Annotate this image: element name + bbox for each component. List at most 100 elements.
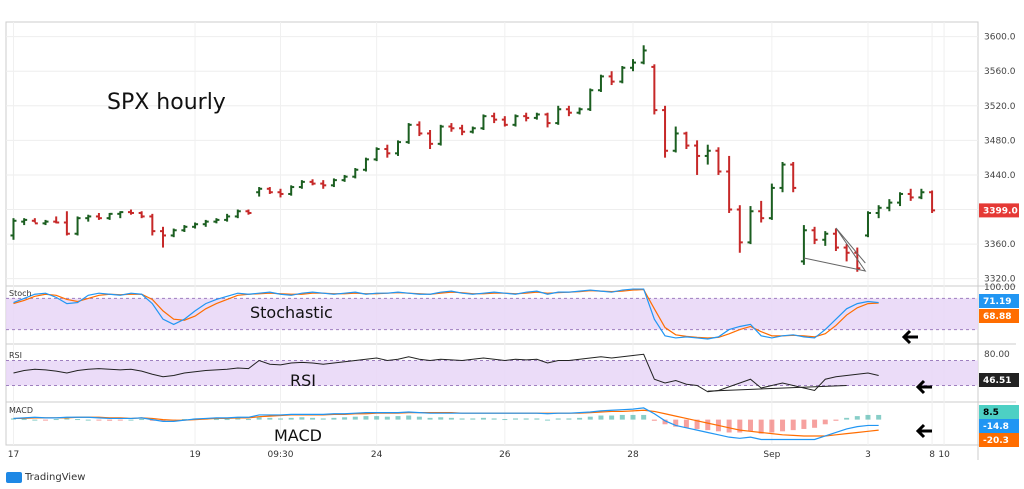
ohlc-bar xyxy=(362,157,369,172)
macd-histogram-bar xyxy=(331,417,337,420)
value-badges: 3399.0 71.19 68.88 46.51 8.5 -14.8 -20.3 xyxy=(979,203,1019,447)
wedge-trendline xyxy=(803,227,867,272)
ohlc-bar xyxy=(715,147,722,175)
macd-histogram-bar xyxy=(609,415,615,420)
macd-histogram-bar xyxy=(21,419,27,421)
macd-histogram-bar xyxy=(844,417,850,420)
ohlc-bar xyxy=(459,124,466,136)
ohlc-bar xyxy=(533,112,540,120)
stoch-k-badge-text: 71.19 xyxy=(983,297,1011,307)
macd-histogram-bar xyxy=(662,419,668,425)
macd-histogram-bar xyxy=(566,418,572,420)
ohlc-bar xyxy=(758,200,765,223)
ohlc-bar xyxy=(437,124,444,146)
macd-histogram-bar xyxy=(619,414,625,420)
ohlc-bar xyxy=(726,155,733,213)
ohlc-bar xyxy=(234,209,241,219)
ohlc-bar xyxy=(256,187,263,197)
stoch-pane-label: Stoch xyxy=(9,289,32,298)
ohlc-bar xyxy=(288,185,295,196)
macd-histogram-bar xyxy=(374,416,380,420)
ohlc-bar xyxy=(352,168,359,179)
macd-line-badge-text: -14.8 xyxy=(983,422,1009,432)
macd-histogram-bar xyxy=(673,419,679,427)
stoch-k-line xyxy=(13,288,879,340)
macd-histogram-bar xyxy=(577,417,583,420)
rsi-line xyxy=(13,353,879,393)
macd-histogram-bar xyxy=(502,419,508,421)
ohlc-bar xyxy=(330,178,337,188)
macd-histogram-bar xyxy=(160,419,166,422)
tradingview-logo[interactable]: TradingView xyxy=(6,472,85,483)
ohlc-bar xyxy=(405,123,412,144)
macd-histogram-bar xyxy=(32,419,38,421)
macd-histogram-bar xyxy=(75,419,81,421)
rsi-value-badge-text: 46.51 xyxy=(983,376,1011,386)
macd-histogram-bar xyxy=(651,419,657,421)
ohlc-bar xyxy=(384,144,391,158)
macd-histogram-bar xyxy=(512,418,518,420)
ohlc-bar xyxy=(192,222,199,229)
ohlc-bar xyxy=(576,107,583,115)
macd-histogram-bar xyxy=(822,419,828,425)
rsi-value-badge: 46.51 xyxy=(979,373,1019,387)
ohlc-bar xyxy=(768,183,775,220)
ohlc-bar xyxy=(341,174,348,182)
time-tick-label: 26 xyxy=(499,450,511,460)
macd-histogram-bar xyxy=(790,419,796,431)
time-tick-label: 17 xyxy=(8,450,19,460)
stoch-d-badge: 68.88 xyxy=(979,309,1019,323)
macd-histogram-bar xyxy=(406,415,412,420)
ohlc-bar xyxy=(662,105,669,158)
ohlc-bar xyxy=(127,209,134,215)
macd-histogram-bar xyxy=(342,417,348,420)
macd-histogram-bar xyxy=(352,416,358,420)
ohlc-bar xyxy=(512,114,519,127)
ohlc-bar xyxy=(779,161,786,193)
ohlc-bar xyxy=(202,219,209,227)
price-bars xyxy=(10,45,936,272)
macd-histogram-bar xyxy=(320,418,326,420)
price-tick-label: 3360.0 xyxy=(984,240,1016,250)
chart-canvas[interactable]: 3600.03560.03520.03480.03440.03400.03360… xyxy=(0,0,1024,470)
ohlc-bar xyxy=(149,213,156,236)
price-tick-label: 3480.0 xyxy=(984,136,1016,146)
macd-histogram-bar xyxy=(224,419,230,421)
ohlc-bar xyxy=(843,244,850,262)
time-tick-label: 3 xyxy=(865,450,871,460)
ohlc-bar xyxy=(811,226,818,245)
ohlc-bar xyxy=(416,121,423,137)
ohlc-bar xyxy=(897,192,904,207)
macd-histogram-bar xyxy=(480,417,486,420)
ohlc-bar xyxy=(106,212,113,220)
macd-histogram-bar xyxy=(245,419,251,421)
macd-histogram-bar xyxy=(769,419,775,433)
ohlc-bar xyxy=(448,123,455,132)
macd-histogram-bar xyxy=(363,416,369,420)
stoch-band xyxy=(6,298,978,330)
ohlc-bar xyxy=(170,228,177,238)
time-tick-label: 8 xyxy=(929,450,935,460)
stochastic-annotation: Stochastic xyxy=(250,303,333,322)
ohlc-bar xyxy=(523,112,530,122)
ohlc-bar xyxy=(480,114,487,130)
macd-histogram-bar xyxy=(737,419,743,433)
ohlc-bar xyxy=(790,161,797,193)
ohlc-bar xyxy=(736,205,743,253)
macd-histogram-bar xyxy=(598,415,604,420)
ohlc-bar xyxy=(704,144,711,165)
ohlc-bar xyxy=(42,219,49,226)
macd-histogram-bar xyxy=(310,417,316,420)
stoch-d-badge-text: 68.88 xyxy=(983,312,1011,322)
arrow-annotations xyxy=(901,329,932,439)
ohlc-bar xyxy=(918,188,925,200)
time-tick-label: 09:30 xyxy=(268,450,294,460)
ohlc-bar xyxy=(608,71,615,86)
macd-histogram-bar xyxy=(107,419,113,421)
chart-title: SPX hourly xyxy=(107,90,226,115)
macd-histogram-bar xyxy=(854,416,860,420)
ohlc-bar xyxy=(864,211,871,238)
price-tick-label: 3520.0 xyxy=(984,102,1016,112)
macd-histogram-bar xyxy=(470,418,476,420)
tradingview-brand: TradingView xyxy=(25,472,86,483)
